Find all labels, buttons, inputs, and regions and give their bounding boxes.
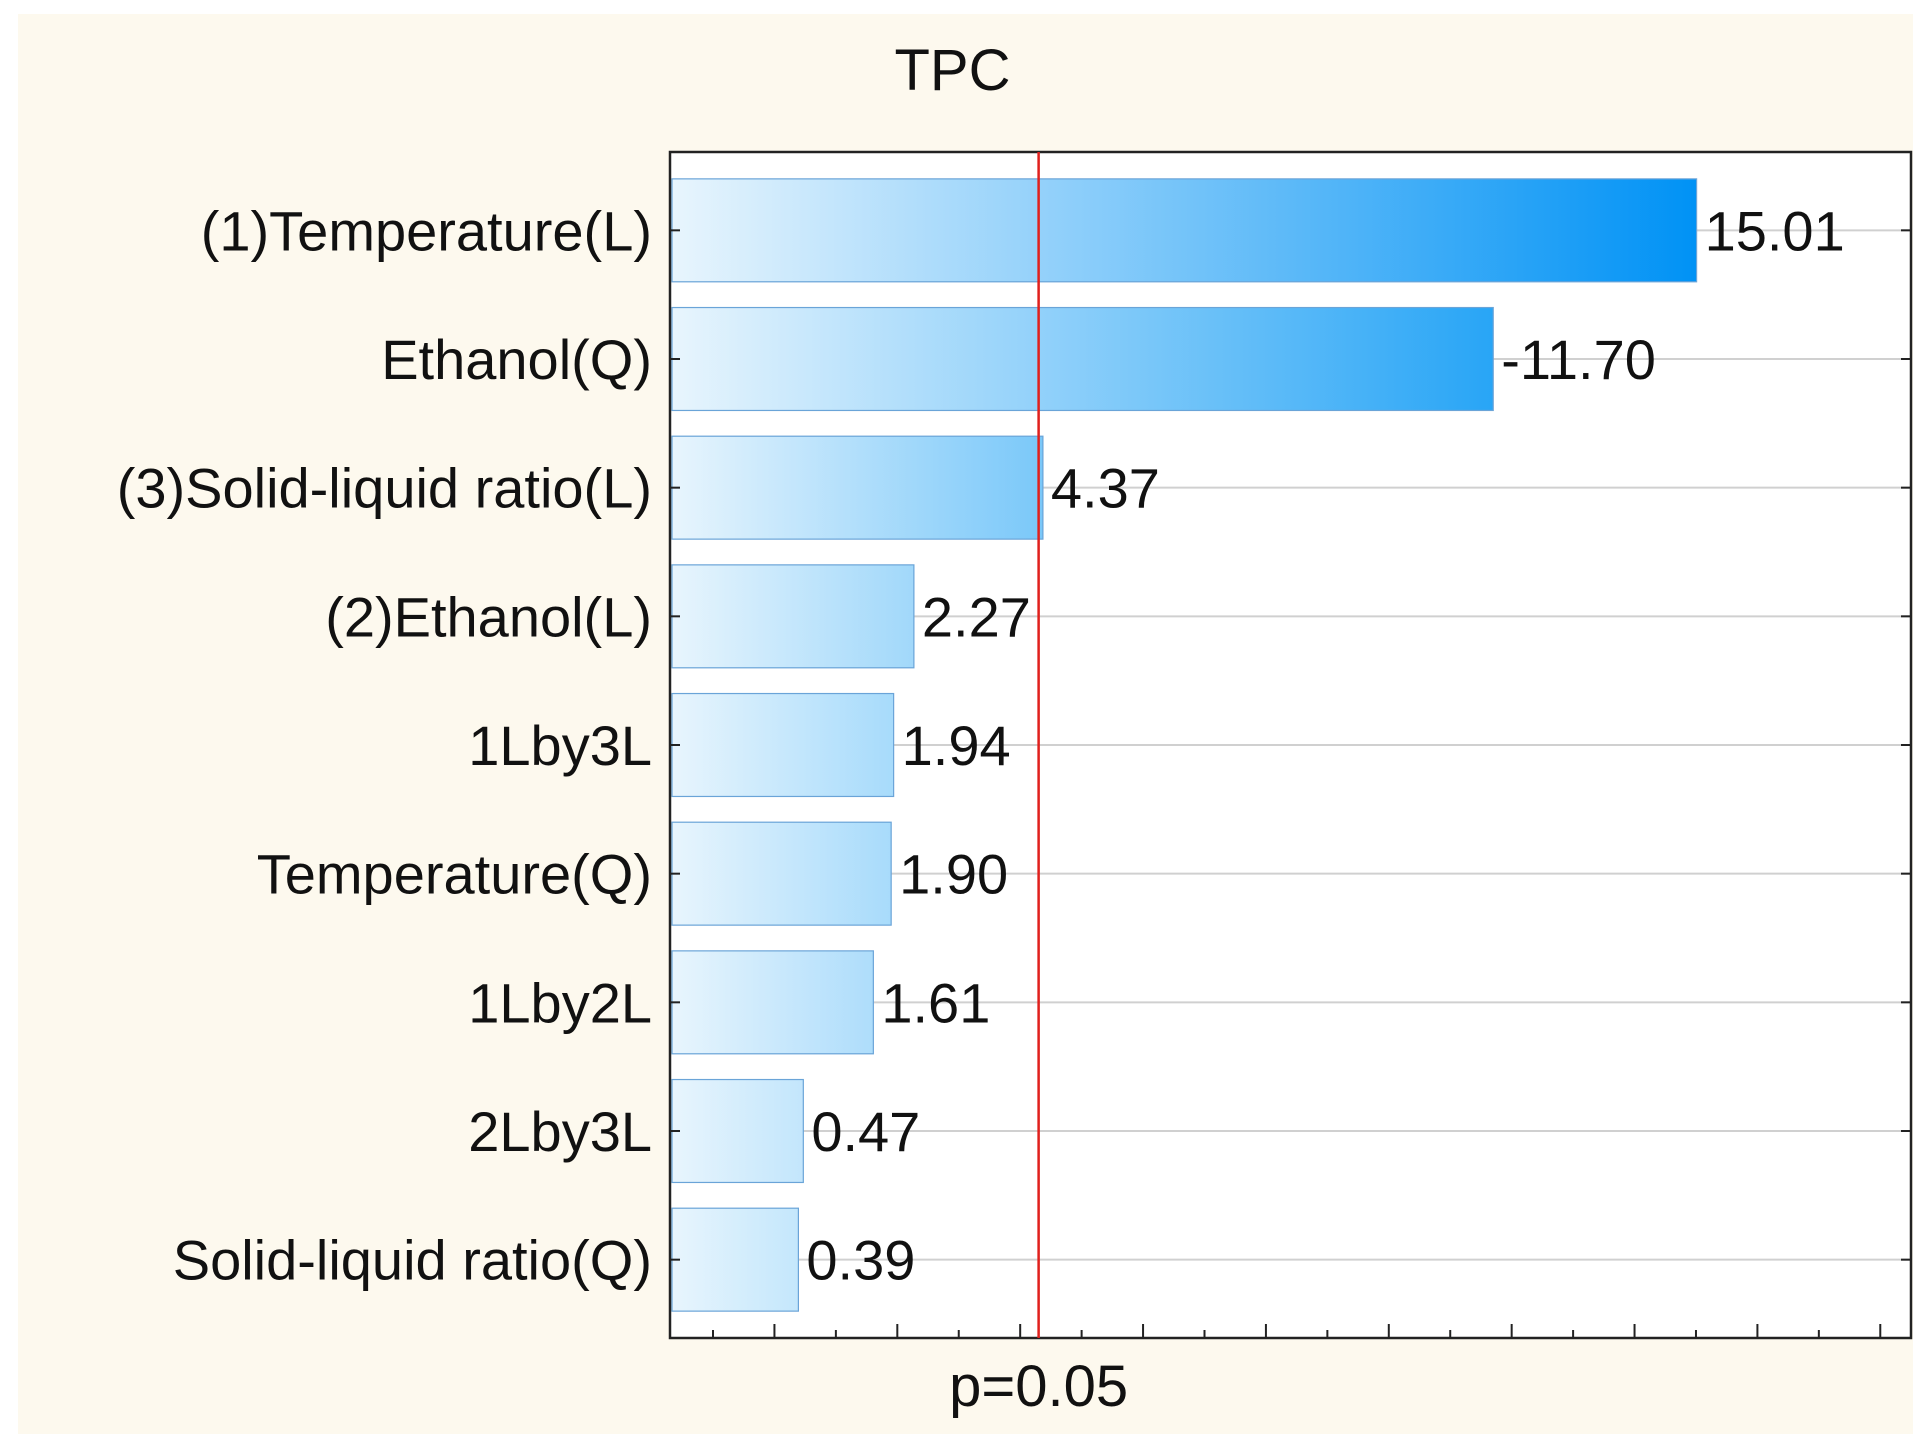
value-label: 2.27 xyxy=(922,585,1031,648)
bar xyxy=(671,1207,800,1312)
bar xyxy=(671,950,874,1055)
category-label: (2)Ethanol(L) xyxy=(325,585,652,648)
bar xyxy=(671,435,1044,540)
pareto-chart: (1)Temperature(L) 15.01 Ethanol(Q) -11.70 (3… xyxy=(117,38,1913,1419)
value-label: 4.37 xyxy=(1051,457,1160,520)
bar xyxy=(671,1078,804,1184)
category-label: (1)Temperature(L) xyxy=(201,199,652,262)
category-label: Ethanol(Q) xyxy=(381,328,652,391)
category-label: (3)Solid-liquid ratio(L) xyxy=(117,457,652,520)
category-label: Temperature(Q) xyxy=(257,843,652,906)
value-label: 1.94 xyxy=(902,714,1011,777)
category-label: 1Lby2L xyxy=(468,971,652,1034)
bar xyxy=(671,692,895,798)
category-label: Solid-liquid ratio(Q) xyxy=(173,1229,652,1292)
chart-title: TPC xyxy=(895,38,1011,103)
category-label: 1Lby3L xyxy=(468,714,652,777)
value-label: 0.47 xyxy=(811,1100,920,1163)
value-label: 0.39 xyxy=(806,1229,915,1292)
value-label: 1.61 xyxy=(881,971,990,1034)
bar xyxy=(671,178,1698,283)
reference-line-label: p=0.05 xyxy=(949,1354,1128,1419)
value-label: -11.70 xyxy=(1501,328,1656,391)
value-label: 1.90 xyxy=(899,843,1008,906)
category-label: 2Lby3L xyxy=(468,1100,652,1163)
bar xyxy=(671,564,915,669)
value-label: 15.01 xyxy=(1705,199,1845,262)
chart-frame: (1)Temperature(L) 15.01 Ethanol(Q) -11.70 (3… xyxy=(18,14,1913,1434)
bar xyxy=(671,306,1494,412)
bar xyxy=(671,821,892,926)
